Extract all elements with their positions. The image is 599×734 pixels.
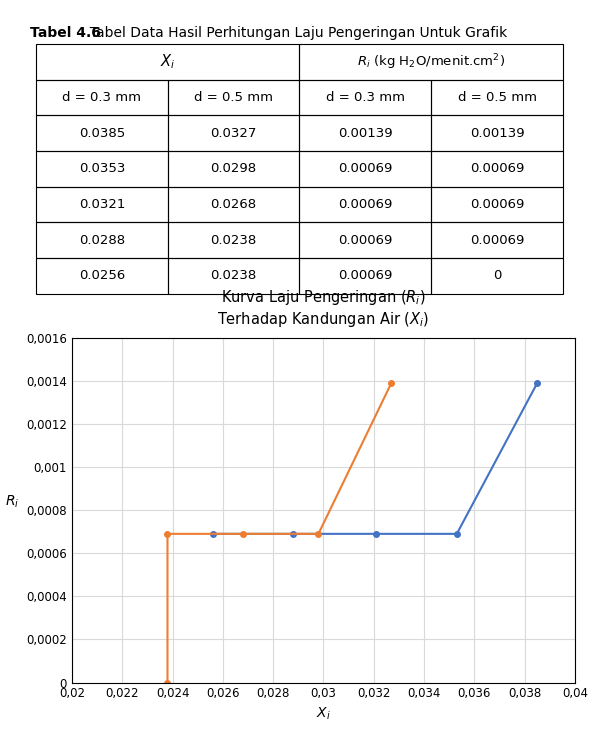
Text: d = 0.3 mm: d = 0.3 mm: [62, 91, 141, 104]
Bar: [431, 151, 563, 186]
Text: 0.00139: 0.00139: [338, 127, 393, 139]
Text: 0: 0: [493, 269, 501, 283]
Bar: [168, 80, 300, 115]
Text: 0.00069: 0.00069: [338, 233, 392, 247]
Text: 0.0385: 0.0385: [78, 127, 125, 139]
Y-axis label: $R_i$: $R_i$: [5, 494, 19, 510]
Text: d = 0.5 mm: d = 0.5 mm: [194, 91, 273, 104]
Text: 0.00069: 0.00069: [470, 233, 524, 247]
Bar: [36, 151, 168, 186]
Text: $R_i$ (kg H$_2$O/menit.cm$^2$): $R_i$ (kg H$_2$O/menit.cm$^2$): [357, 52, 506, 72]
Text: 0.00069: 0.00069: [470, 198, 524, 211]
Bar: [168, 186, 300, 222]
Bar: [300, 115, 431, 151]
Text: 0.0288: 0.0288: [78, 233, 125, 247]
Bar: [431, 258, 563, 294]
Bar: [36, 258, 168, 294]
Bar: [300, 80, 431, 115]
Text: 0.0268: 0.0268: [210, 198, 257, 211]
Bar: [431, 186, 563, 222]
Bar: [168, 115, 300, 151]
Bar: [431, 80, 563, 115]
X-axis label: $X_i$: $X_i$: [316, 706, 331, 722]
Text: $X_i$: $X_i$: [160, 53, 176, 71]
Bar: [36, 80, 168, 115]
Bar: [36, 186, 168, 222]
Bar: [300, 151, 431, 186]
Text: 0.0321: 0.0321: [78, 198, 125, 211]
Text: . Tabel Data Hasil Perhitungan Laju Pengeringan Untuk Grafik: . Tabel Data Hasil Perhitungan Laju Peng…: [81, 26, 507, 40]
Text: Tabel 4.6: Tabel 4.6: [30, 26, 101, 40]
Bar: [431, 115, 563, 151]
Text: 0.00069: 0.00069: [338, 269, 392, 283]
Text: 0.0327: 0.0327: [210, 127, 257, 139]
Title: Kurva Laju Pengeringan ($R_i$)
Terhadap Kandungan Air ($X_i$): Kurva Laju Pengeringan ($R_i$) Terhadap …: [217, 288, 429, 329]
Bar: [300, 258, 431, 294]
Bar: [168, 258, 300, 294]
Bar: [300, 222, 431, 258]
Bar: [168, 151, 300, 186]
Bar: [300, 186, 431, 222]
Bar: [36, 222, 168, 258]
Bar: [36, 44, 300, 80]
Text: 0.00069: 0.00069: [338, 198, 392, 211]
Text: d = 0.3 mm: d = 0.3 mm: [326, 91, 405, 104]
Text: 0.0256: 0.0256: [78, 269, 125, 283]
Bar: [300, 44, 563, 80]
Bar: [168, 222, 300, 258]
Text: 0.00069: 0.00069: [470, 162, 524, 175]
Bar: [36, 115, 168, 151]
Text: d = 0.5 mm: d = 0.5 mm: [458, 91, 537, 104]
Text: 0.0353: 0.0353: [78, 162, 125, 175]
Text: 0.0298: 0.0298: [210, 162, 257, 175]
Text: 0.0238: 0.0238: [210, 233, 257, 247]
Text: 0.00069: 0.00069: [338, 162, 392, 175]
Text: 0.0238: 0.0238: [210, 269, 257, 283]
Bar: [431, 222, 563, 258]
Text: 0.00139: 0.00139: [470, 127, 525, 139]
